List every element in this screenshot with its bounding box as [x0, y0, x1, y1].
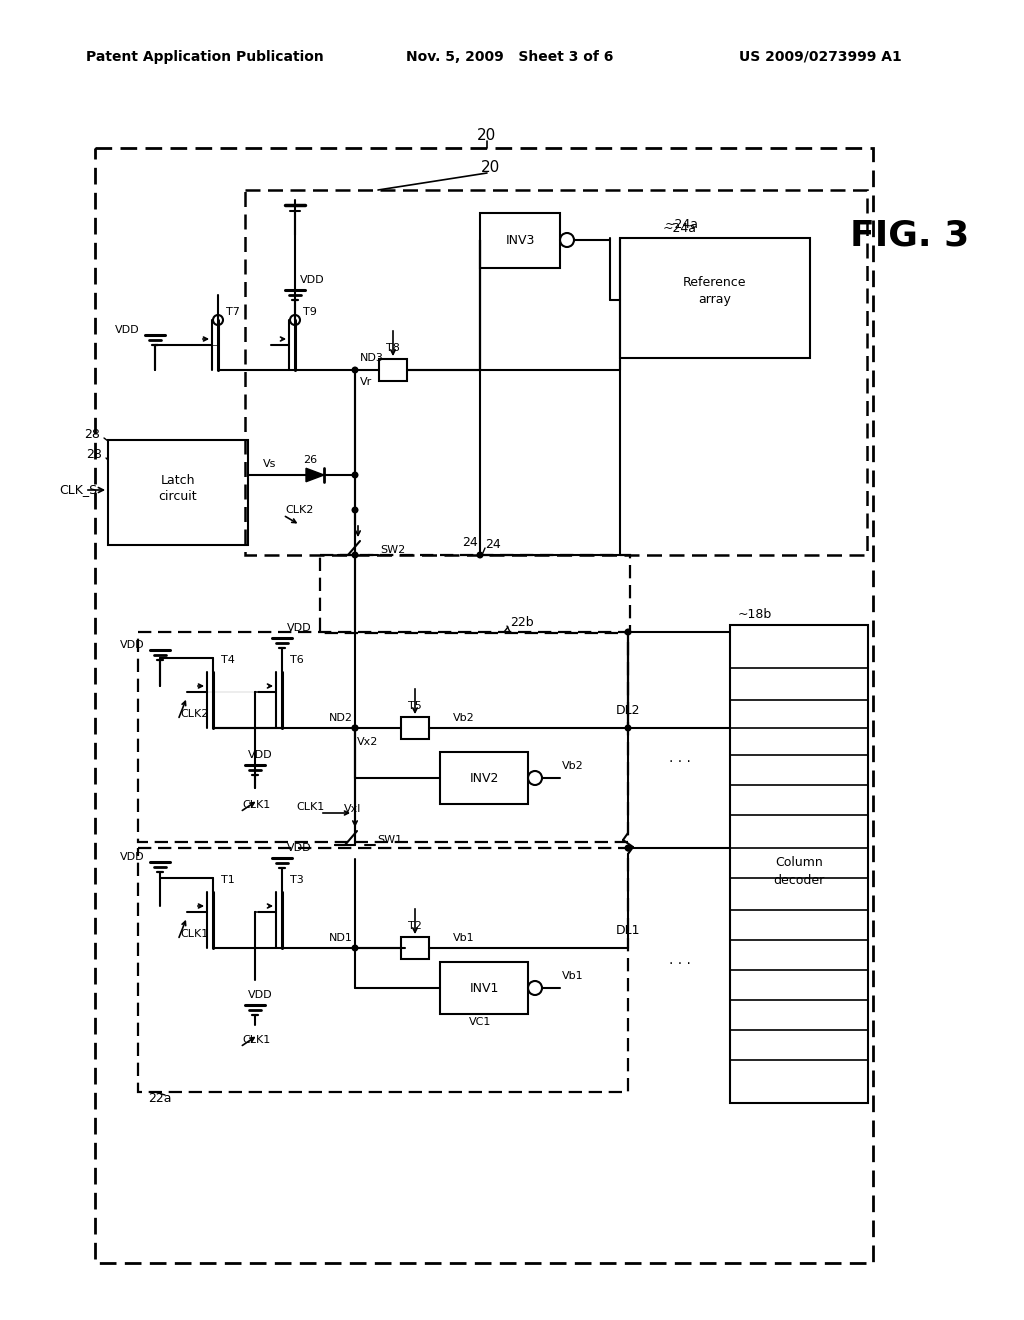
Text: 22b: 22b — [510, 616, 534, 630]
Text: 24: 24 — [462, 536, 478, 549]
Text: INV1: INV1 — [469, 982, 499, 994]
Text: CLK1: CLK1 — [180, 929, 208, 939]
Text: CLK2: CLK2 — [180, 709, 208, 719]
Text: VDD: VDD — [300, 275, 325, 285]
Text: CLK2: CLK2 — [285, 506, 313, 515]
Bar — [319, 554, 630, 634]
Text: array: array — [698, 293, 731, 306]
Circle shape — [625, 725, 632, 731]
Bar — [620, 238, 810, 358]
Text: 22a: 22a — [148, 1092, 171, 1105]
Text: 24: 24 — [485, 539, 501, 552]
Text: 20: 20 — [480, 161, 500, 176]
Bar — [108, 440, 248, 545]
Text: T6: T6 — [290, 655, 304, 665]
Text: Reference: Reference — [683, 276, 746, 289]
Text: ND3: ND3 — [360, 352, 384, 363]
Text: FIG. 3: FIG. 3 — [850, 218, 970, 252]
Text: Nov. 5, 2009   Sheet 3 of 6: Nov. 5, 2009 Sheet 3 of 6 — [407, 50, 613, 63]
Text: 28: 28 — [84, 429, 100, 441]
Text: CLK_S: CLK_S — [58, 483, 97, 496]
Text: CLK1: CLK1 — [242, 800, 270, 810]
Text: 26: 26 — [303, 455, 317, 465]
Text: VDD: VDD — [287, 623, 311, 634]
Text: T9: T9 — [303, 308, 316, 317]
Text: Vb2: Vb2 — [453, 713, 475, 723]
Circle shape — [351, 471, 358, 479]
Text: VDD: VDD — [248, 990, 272, 1001]
Text: Patent Application Publication: Patent Application Publication — [86, 50, 324, 63]
Circle shape — [351, 552, 358, 558]
Text: Vr: Vr — [360, 378, 373, 387]
Text: T8: T8 — [386, 343, 400, 352]
Bar — [440, 962, 528, 1014]
Text: VDD: VDD — [121, 640, 145, 649]
Circle shape — [351, 945, 358, 952]
Bar — [730, 624, 868, 1104]
Text: T3: T3 — [290, 875, 304, 884]
Text: 28: 28 — [86, 449, 102, 462]
Text: ~24a: ~24a — [663, 222, 697, 235]
Bar — [95, 148, 873, 1263]
Text: CLK1: CLK1 — [242, 1035, 270, 1045]
Text: Vx2: Vx2 — [357, 737, 379, 747]
Text: T2: T2 — [408, 921, 422, 931]
Text: SW1: SW1 — [377, 836, 402, 845]
Text: Vxl: Vxl — [344, 804, 361, 814]
Text: Column: Column — [775, 855, 823, 869]
Polygon shape — [306, 469, 324, 482]
Text: CLK1: CLK1 — [297, 803, 325, 812]
Text: INV2: INV2 — [469, 771, 499, 784]
Text: ~18b: ~18b — [738, 609, 772, 622]
Circle shape — [351, 507, 358, 513]
Text: . . .: . . . — [669, 751, 691, 766]
Text: T4: T4 — [221, 655, 234, 665]
Bar — [245, 190, 867, 554]
Text: SW2: SW2 — [380, 545, 406, 554]
Text: US 2009/0273999 A1: US 2009/0273999 A1 — [738, 50, 901, 63]
Text: ND2: ND2 — [329, 713, 353, 723]
Bar — [138, 632, 628, 842]
Circle shape — [625, 845, 632, 851]
Text: INV3: INV3 — [505, 234, 535, 247]
Bar — [401, 937, 429, 960]
Bar — [440, 752, 528, 804]
Circle shape — [351, 725, 358, 731]
Text: Vb1: Vb1 — [453, 933, 475, 942]
Text: Latch: Latch — [161, 474, 196, 487]
Text: T1: T1 — [221, 875, 234, 884]
Circle shape — [351, 725, 358, 731]
Text: VDD: VDD — [287, 843, 311, 853]
Text: DL2: DL2 — [615, 704, 640, 717]
Circle shape — [351, 367, 358, 374]
Text: ND1: ND1 — [329, 933, 353, 942]
Text: 20: 20 — [477, 128, 497, 144]
Bar — [379, 359, 407, 381]
Text: VC1: VC1 — [469, 1016, 492, 1027]
Text: VDD: VDD — [121, 851, 145, 862]
Bar — [138, 847, 628, 1092]
Text: Vb2: Vb2 — [562, 762, 584, 771]
Text: circuit: circuit — [159, 490, 198, 503]
Text: DL1: DL1 — [615, 924, 640, 936]
Circle shape — [476, 552, 483, 558]
Bar — [480, 213, 560, 268]
Text: ~24a: ~24a — [665, 219, 699, 231]
Text: Vb1: Vb1 — [562, 972, 584, 981]
Bar — [401, 717, 429, 739]
Text: VDD: VDD — [116, 325, 140, 335]
Text: T5: T5 — [409, 701, 422, 711]
Text: T7: T7 — [226, 308, 240, 317]
Text: Vs: Vs — [263, 459, 276, 469]
Text: VDD: VDD — [248, 750, 272, 760]
Text: decoder: decoder — [773, 874, 824, 887]
Text: . . .: . . . — [669, 953, 691, 968]
Circle shape — [625, 628, 632, 635]
